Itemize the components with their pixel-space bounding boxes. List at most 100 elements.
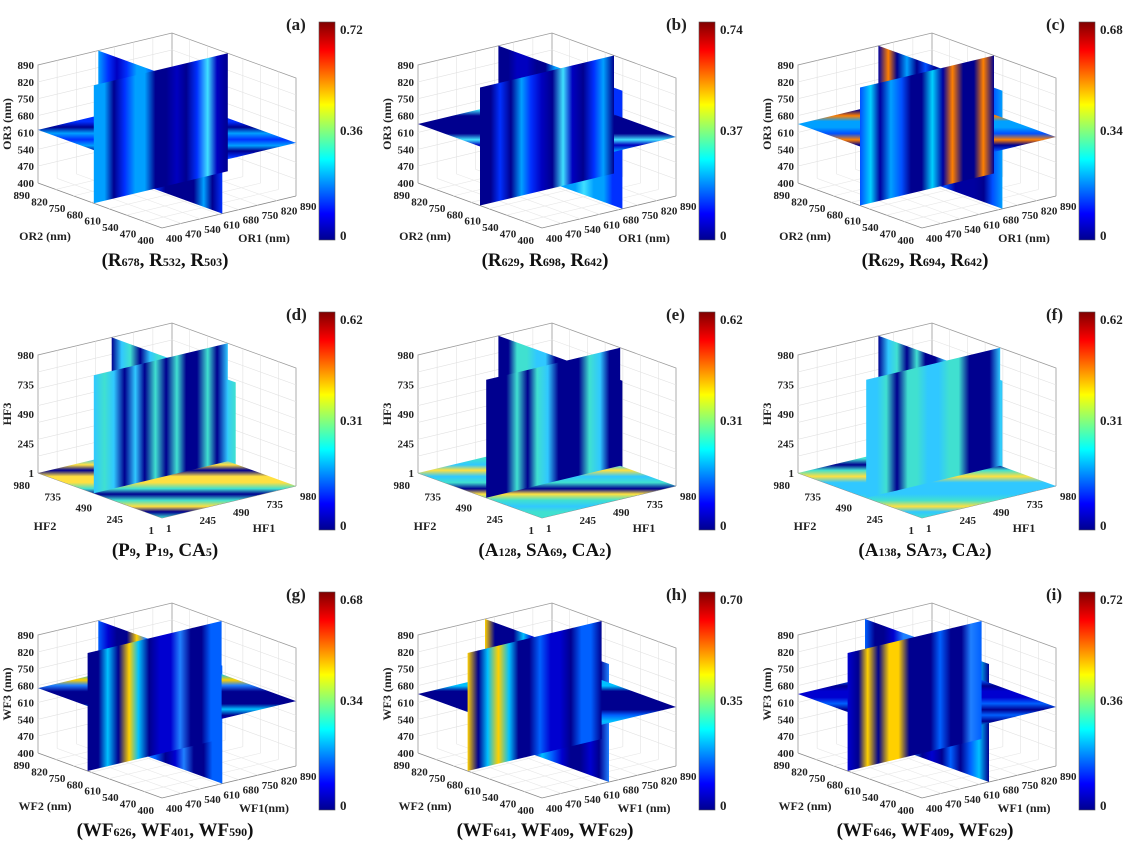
x-tick-label: 750 [642,780,659,792]
x-axis-label: OR1 (nm) [998,231,1050,245]
colorbar-max-label: 0.62 [1100,312,1123,327]
colorbar [698,311,716,531]
chart-panel: 400 470 540 610 680 750 820 890 400 470 540 610 680 7… [760,570,1140,855]
y-tick-label: 980 [394,480,411,492]
y-tick-label: 540 [862,222,879,234]
panel-label: (f) [1046,305,1063,324]
colorbar-min-label: 0 [340,228,347,243]
x-tick-label: 820 [1041,206,1058,218]
x-tick-label: 980 [680,491,697,503]
z-tick-label: 680 [398,681,415,693]
z-tick-label: 470 [778,161,795,173]
x-tick-label: 470 [565,228,582,240]
x-tick-label: 890 [680,771,697,783]
x-tick-label: 680 [623,215,640,227]
y-tick-label: 680 [447,209,464,221]
x-tick-label: 400 [166,233,183,245]
panel-label: (e) [666,305,685,324]
colorbar [318,21,336,241]
x-tick-label: 735 [1027,499,1044,511]
y-tick-label: 1 [529,525,535,537]
z-tick-label: 610 [778,127,795,139]
grid-line [797,619,1057,666]
y-tick-label: 400 [138,235,155,247]
grid-line [37,49,297,96]
x-tick-label: 400 [546,803,563,815]
z-tick-label: 540 [398,144,415,156]
x-tick-label: 890 [680,201,697,213]
y-tick-label: 540 [102,222,119,234]
y-tick-label: 610 [84,216,101,228]
x-tick-label: 1 [546,523,552,535]
panel-caption: (WF626, WF401, WF590) [76,820,254,841]
x-tick-label: 680 [243,215,260,227]
x-tick-label: 980 [1060,491,1077,503]
y-tick-label: 490 [76,503,93,515]
x-axis-label: WF1 (nm) [618,801,671,815]
y-tick-label: 750 [429,203,446,215]
x-tick-label: 750 [262,210,279,222]
y-tick-label: 490 [836,503,853,515]
z-tick-label: 470 [778,731,795,743]
z-tick-label: 1 [29,468,35,480]
panel-label: (a) [286,15,306,34]
z-tick-label: 750 [398,94,415,106]
y-tick-label: 890 [774,190,791,202]
slice-plane-u [860,55,994,206]
y-tick-label: 980 [774,480,791,492]
x-tick-label: 245 [960,515,977,527]
z-tick-label: 400 [398,178,415,190]
z-tick-label: 470 [398,731,415,743]
y-tick-label: 470 [120,799,137,811]
colorbar-max-label: 0.68 [1100,22,1123,37]
chart-panel: 400 470 540 610 680 750 820 890 400 470 540 610 680 7… [0,570,380,855]
caption-term: WF409 [520,820,570,841]
grid-line [37,619,297,666]
x-tick-label: 750 [642,210,659,222]
z-tick-label: 735 [18,380,35,392]
caption-term: R503 [190,250,223,271]
z-tick-label: 680 [398,111,415,123]
z-tick-label: 820 [398,77,415,89]
caption-term: R629 [867,250,900,271]
grid-line [456,173,581,220]
x-tick-label: 490 [613,507,630,519]
y-tick-label: 750 [49,773,66,785]
z-axis-label: WF3 (nm) [380,668,394,721]
chart-plot: 124549073598012454907359801245490735980H… [760,305,1123,537]
z-tick-label: 820 [398,647,415,659]
x-tick-label: 735 [647,499,664,511]
z-tick-label: 610 [18,127,35,139]
floor-edges [37,752,297,799]
y-axis-label: WF2 (nm) [19,799,72,813]
z-tick-label: 400 [18,748,35,760]
floor-edges [417,752,677,799]
x-tick-label: 750 [1022,210,1039,222]
y-tick-label: 400 [138,805,155,817]
x-tick-label: 890 [300,201,317,213]
grid-line [437,178,562,224]
y-tick-label: 680 [67,209,84,221]
z-tick-label: 610 [18,697,35,709]
x-tick-label: 610 [603,219,620,231]
chart-panel: 400 470 540 610 680 750 820 890 400 470 540 610 680 7… [380,0,760,290]
x-tick-label: 400 [546,233,563,245]
grid-line [797,339,1057,386]
colorbar-min-label: 0 [720,798,727,813]
z-tick-label: 470 [18,161,35,173]
z-tick-label: 680 [778,681,795,693]
colorbar [698,591,716,811]
caption-term: P19 [145,540,169,561]
caption-term: R642 [570,250,603,271]
z-axis-label: WF3 (nm) [0,668,14,721]
z-axis-label: WF3 (nm) [760,668,774,721]
colorbar-min-label: 0 [720,228,727,243]
z-tick-label: 610 [398,697,415,709]
caption-term: WF590 [198,820,248,841]
floor-edges [797,182,1057,229]
caption-term: SA69 [525,540,563,561]
z-tick-label: 890 [778,630,795,642]
z-axis-label: OR3 (nm) [380,98,394,150]
chart-panel: 400 470 540 610 680 750 820 890 400 470 540 610 680 7… [380,570,760,855]
colorbar [1078,21,1096,241]
